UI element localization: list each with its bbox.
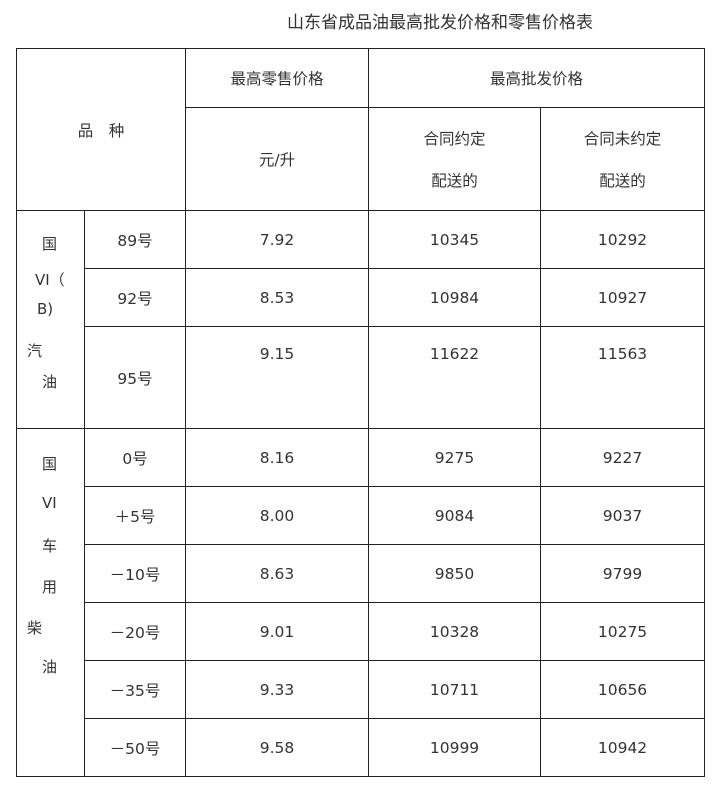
header-contract-line2: 配送的 [431, 172, 478, 190]
contract-price: 10711 [368, 660, 542, 719]
group-diesel: 国 VI 车 用 柴 油 [16, 428, 85, 777]
grade: 95号 [83, 326, 187, 429]
contract-price: 11622 [368, 326, 542, 429]
retail-price: 9.33 [185, 660, 370, 719]
group-label-line: 车 [42, 537, 58, 555]
contract-price: 9084 [368, 486, 542, 545]
no-contract-price: 10292 [540, 210, 706, 269]
table-row: ＋5号 8.00 9084 9037 [17, 486, 706, 545]
contract-price: 10999 [368, 718, 542, 777]
group-label-line: VI（ [35, 271, 65, 289]
header-no-contract-line2: 配送的 [599, 172, 646, 190]
header-unit: 元/升 [185, 107, 370, 211]
header-variety: 品 种 [15, 48, 187, 211]
grade: －20号 [83, 602, 187, 661]
retail-price: 8.00 [185, 486, 370, 545]
retail-price: 8.16 [185, 428, 370, 487]
table-row: 国 VI（ B) 汽 油 89号 7.92 10345 10292 [16, 210, 706, 429]
retail-price: 9.15 [185, 326, 370, 429]
group-label-line: 汽 [27, 342, 43, 360]
header-wholesale: 最高批发价格 [368, 48, 706, 108]
retail-price: 9.58 [185, 718, 370, 777]
retail-price: 7.92 [185, 210, 370, 269]
no-contract-price: 10942 [540, 718, 706, 777]
no-contract-price: 10927 [540, 268, 706, 327]
group-label-line: 国 [42, 455, 58, 473]
table-row: 92号 8.53 10984 10927 [17, 268, 706, 327]
no-contract-price: 10275 [540, 602, 706, 661]
retail-price: 8.53 [185, 268, 370, 327]
header-no-contract: 合同未约定 配送的 [540, 107, 706, 211]
table-row: －35号 9.33 10711 10656 [17, 660, 706, 719]
no-contract-price: 10656 [540, 660, 706, 719]
price-table: 品 种 最高零售价格 最高批发价格 元/升 合同约定配送的 合同未约定配送的 国… [15, 48, 706, 777]
table-row: －50号 9.58 10999 10942 [17, 718, 706, 777]
header-contract: 合同约定 配送的 [368, 107, 542, 211]
header-no-contract-line1: 合同未约定 [583, 130, 662, 148]
grade: ＋5号 [83, 486, 187, 545]
group-label-line: 油 [42, 658, 58, 676]
retail-price: 8.63 [185, 544, 370, 603]
contract-price: 10328 [368, 602, 542, 661]
no-contract-price: 9037 [540, 486, 706, 545]
group-label-line: B) [37, 300, 54, 318]
group-label-line: 柴 [27, 619, 43, 637]
no-contract-price: 9799 [540, 544, 706, 603]
grade: －50号 [83, 718, 187, 777]
no-contract-price: 9227 [540, 428, 706, 487]
retail-price: 9.01 [185, 602, 370, 661]
contract-price: 9275 [368, 428, 542, 487]
grade: 89号 [83, 210, 187, 269]
contract-price: 9850 [368, 544, 542, 603]
contract-price: 10345 [368, 210, 542, 269]
grade: 0号 [83, 428, 187, 487]
no-contract-price: 11563 [540, 326, 706, 429]
grade: －10号 [83, 544, 187, 603]
header-retail: 最高零售价格 [185, 48, 370, 108]
table-row: 国 VI 车 用 柴 油 0号 8.16 9275 9227 [16, 428, 706, 777]
header-contract-line1: 合同约定 [423, 130, 486, 148]
table-row: －20号 9.01 10328 10275 [17, 602, 706, 661]
group-label-line: 用 [42, 578, 58, 596]
table-title: 山东省成品油最高批发价格和零售价格表 [287, 13, 593, 33]
group-label-line: VI [42, 494, 57, 512]
group-label-line: 油 [42, 373, 58, 391]
group-label-line: 国 [42, 235, 58, 253]
grade: 92号 [83, 268, 187, 327]
contract-price: 10984 [368, 268, 542, 327]
table-row: 95号 9.15 11622 11563 [17, 326, 706, 429]
grade: －35号 [83, 660, 187, 719]
table-row: －10号 8.63 9850 9799 [17, 544, 706, 603]
group-gasoline: 国 VI（ B) 汽 油 [16, 210, 85, 429]
